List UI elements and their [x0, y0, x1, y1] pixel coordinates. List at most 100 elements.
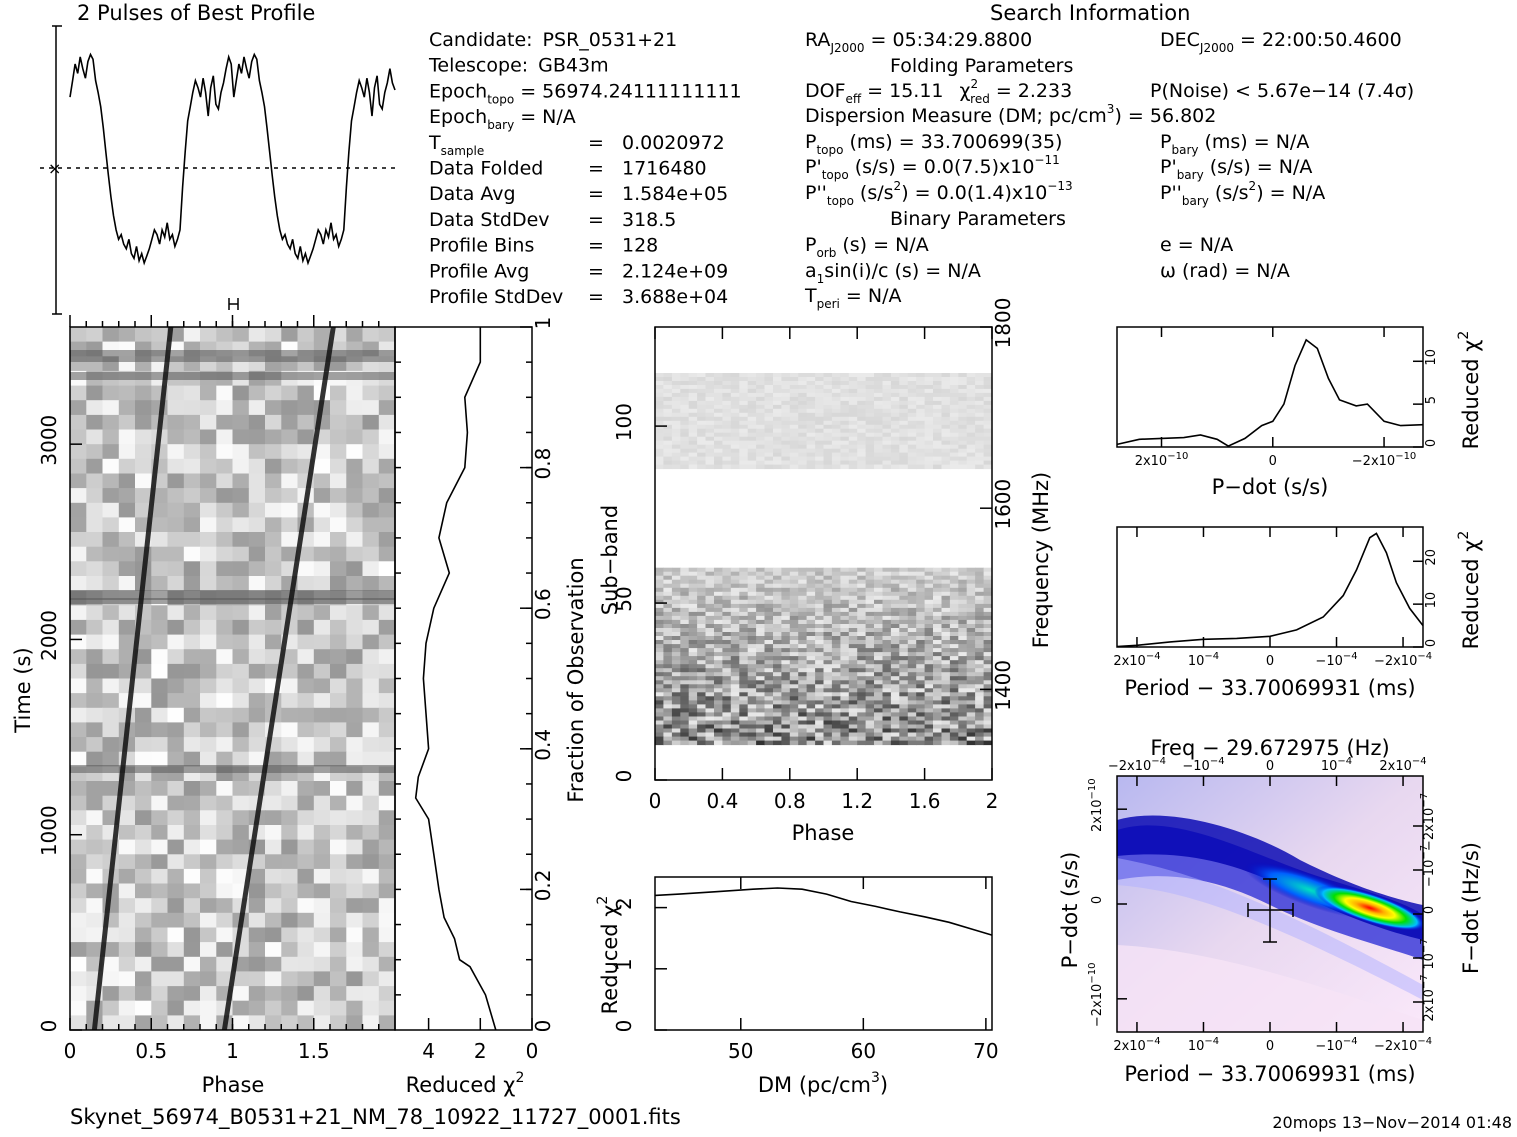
info-row-eq: =: [588, 286, 604, 308]
profile-panel: ×: [40, 25, 397, 315]
pp-y-tick: −2x10−10: [1087, 963, 1105, 1028]
tp-x-tick: 1.5: [298, 1039, 330, 1063]
omega: ω (rad) = N/A: [1160, 260, 1290, 282]
info-row-eq: =: [588, 235, 604, 257]
info-row-label: Data Avg: [429, 183, 516, 205]
sb-y-tick: 100: [612, 403, 636, 441]
pdot-curve: [1116, 338, 1424, 448]
ct-y-tick: 0.6: [531, 588, 555, 620]
dm-label: Dispersion Measure (DM; pc/cm: [805, 105, 1107, 127]
pdot-panel: 2x10−10 0 −2x10−10 0 5 10 P−dot (s/s) Reduced…: [1116, 326, 1483, 499]
dm-y-tick: 1: [612, 958, 636, 971]
pp-top-tick: 0: [1266, 759, 1274, 774]
small-y-tick: 5: [1424, 396, 1439, 404]
pp-x-tick: −10−4: [1315, 1036, 1357, 1054]
sb-x-tick: 0.8: [774, 789, 806, 813]
pp-y-tick: 0: [1090, 896, 1105, 904]
info-row-value: 0.0020972: [622, 132, 725, 154]
small-x-tick: −2x10−10: [1352, 451, 1417, 469]
chi-vs-time-panel: 4 2 0 0.2 0.4 0.6 0.8 1 0 Reduced χ2 Fraction of…: [394, 317, 588, 1097]
dm-x-tick: 50: [728, 1039, 753, 1063]
period-chi-label: Reduced χ2: [1456, 531, 1483, 650]
pp-y2-tick: −2x10−7: [1419, 793, 1437, 851]
tp-x-tick: 0.5: [135, 1039, 167, 1063]
pp-top-tick: −10−4: [1182, 756, 1224, 774]
frequency-axis-label: Frequency (MHz): [1029, 472, 1053, 648]
info-row-label: Tsample: [428, 132, 484, 158]
profile-error-bar: [228, 298, 239, 310]
pp-top-tick: −2x10−4: [1108, 756, 1166, 774]
small-x-tick: −2x10−4: [1374, 651, 1432, 669]
ct-x-tick: 0: [526, 1039, 539, 1063]
filename: Skynet_56974_B0531+21_NM_78_10922_11727_…: [70, 1105, 681, 1130]
info-row-value: 1.584e+05: [622, 183, 728, 205]
small-x-tick: 2x10−4: [1113, 651, 1160, 669]
noise-marker: ×: [48, 159, 61, 178]
tp-y-tick: 0: [37, 1020, 61, 1033]
pp-x-tick: 10−4: [1188, 1036, 1219, 1054]
info-row-eq: =: [588, 209, 604, 231]
svg-text:DECJ2000= 22:00:50.4600: DECJ2000 = 22:00:50.4600: [1160, 29, 1402, 55]
timestamp: 20mops 13−Nov−2014 01:48: [1272, 1113, 1512, 1132]
period-pdot-panel: 2x10−4 −2x10−4 10−4 −10−4 0 0 −10−4 10−4 −2x10−4…: [1058, 736, 1483, 1086]
sb-x-tick: 0: [649, 789, 662, 813]
pp-x-tick: −2x10−4: [1374, 1036, 1432, 1054]
small-x-tick: 0: [1266, 654, 1274, 669]
small-y-tick: 0: [1424, 639, 1439, 647]
fraction-axis-label: Fraction of Observation: [564, 557, 588, 802]
ct-y-tick: 0.4: [531, 729, 555, 761]
time-phase-image: [70, 327, 395, 1030]
info-row-label: Data StdDev: [429, 209, 550, 231]
info-row-value: 128: [622, 235, 658, 257]
svg-text:RAJ2000= 05:34:29.8800: RAJ2000 = 05:34:29.8800: [805, 29, 1032, 55]
tp-y-tick: 3000: [37, 415, 61, 466]
sb-x-tick: 1.2: [841, 789, 873, 813]
svg-text:P''topo(s/s2) = 0.0(1.4)x10−13: P''topo (s/s2) = 0.0(1.4)x10−13: [805, 179, 1073, 208]
info-row-eq: =: [588, 132, 604, 154]
pp-y2-tick: 10−7: [1419, 938, 1437, 969]
svg-text:P''bary(s/s2) = N/A: P''bary (s/s2) = N/A: [1160, 179, 1325, 208]
small-y-tick: 10: [1424, 349, 1439, 366]
period-panel: 2x10−4 10−4 0 −10−4 −2x10−4 0 10 20 Period − 33…: [1113, 526, 1483, 700]
sb-y-tick: 50: [612, 586, 636, 611]
reduced-chi-label: Reduced χ2: [406, 1070, 525, 1097]
fdot-label: F−dot (Hz/s): [1459, 842, 1483, 974]
pp-top-tick: 10−4: [1321, 756, 1352, 774]
tp-y-tick: 2000: [37, 610, 61, 661]
pp-period-label: Period − 33.70069931 (ms): [1124, 1062, 1415, 1086]
pp-x-tick: 2x10−4: [1113, 1036, 1160, 1054]
info-row-label: Telescope: GB43m: [428, 55, 609, 77]
period-axis-label: Period − 33.70069931 (ms): [1124, 676, 1415, 700]
pp-pdot-label: P−dot (s/s): [1058, 852, 1082, 969]
period-pdot-image: [1117, 776, 1423, 1032]
phase-axis-label: Phase: [202, 1073, 265, 1097]
svg-text:Ptopo(ms) = 33.700699(35): Ptopo (ms) = 33.700699(35): [805, 131, 1062, 157]
eccentricity: e = N/A: [1160, 234, 1233, 256]
info-row-label: Epochtopo = 56974.24111111111: [429, 80, 742, 106]
info-row-value: 3.688e+04: [622, 286, 728, 308]
dec-label: DEC: [1160, 29, 1200, 51]
freq-axis-label: Freq − 29.672975 (Hz): [1150, 736, 1389, 760]
ct-x-tick: 2: [474, 1039, 487, 1063]
pp-x-tick: 0: [1266, 1039, 1274, 1054]
small-x-tick: −10−4: [1315, 651, 1357, 669]
candidate-info: Candidate: PSR_0531+21 Telescope: GB43m Epoc…: [428, 29, 742, 308]
small-y-tick: 10: [1424, 592, 1439, 609]
ct-y-tick: 1: [531, 317, 555, 330]
pp-y2-tick: 2x10−7: [1419, 974, 1437, 1021]
pdot-chi-label: Reduced χ2: [1456, 331, 1483, 450]
tp-x-tick: 1: [226, 1039, 239, 1063]
profile-title: 2 Pulses of Best Profile: [77, 1, 315, 25]
ct-y-tick: 0.2: [531, 869, 555, 901]
dm-x-tick: 70: [973, 1039, 998, 1063]
svg-text:Dispersion Measure (DM; pc/cm3: Dispersion Measure (DM; pc/cm3) = 56.802: [805, 102, 1216, 127]
tp-y-tick: 1000: [37, 805, 61, 856]
pp-top-tick: 2x10−4: [1379, 756, 1426, 774]
time-axis-label: Time (s): [11, 647, 35, 733]
info-row-value: 318.5: [622, 209, 676, 231]
svg-text:0: 0: [531, 1020, 555, 1033]
info-row-label: Candidate: PSR_0531+21: [429, 29, 677, 51]
ct-y-tick: 0.8: [531, 448, 555, 480]
